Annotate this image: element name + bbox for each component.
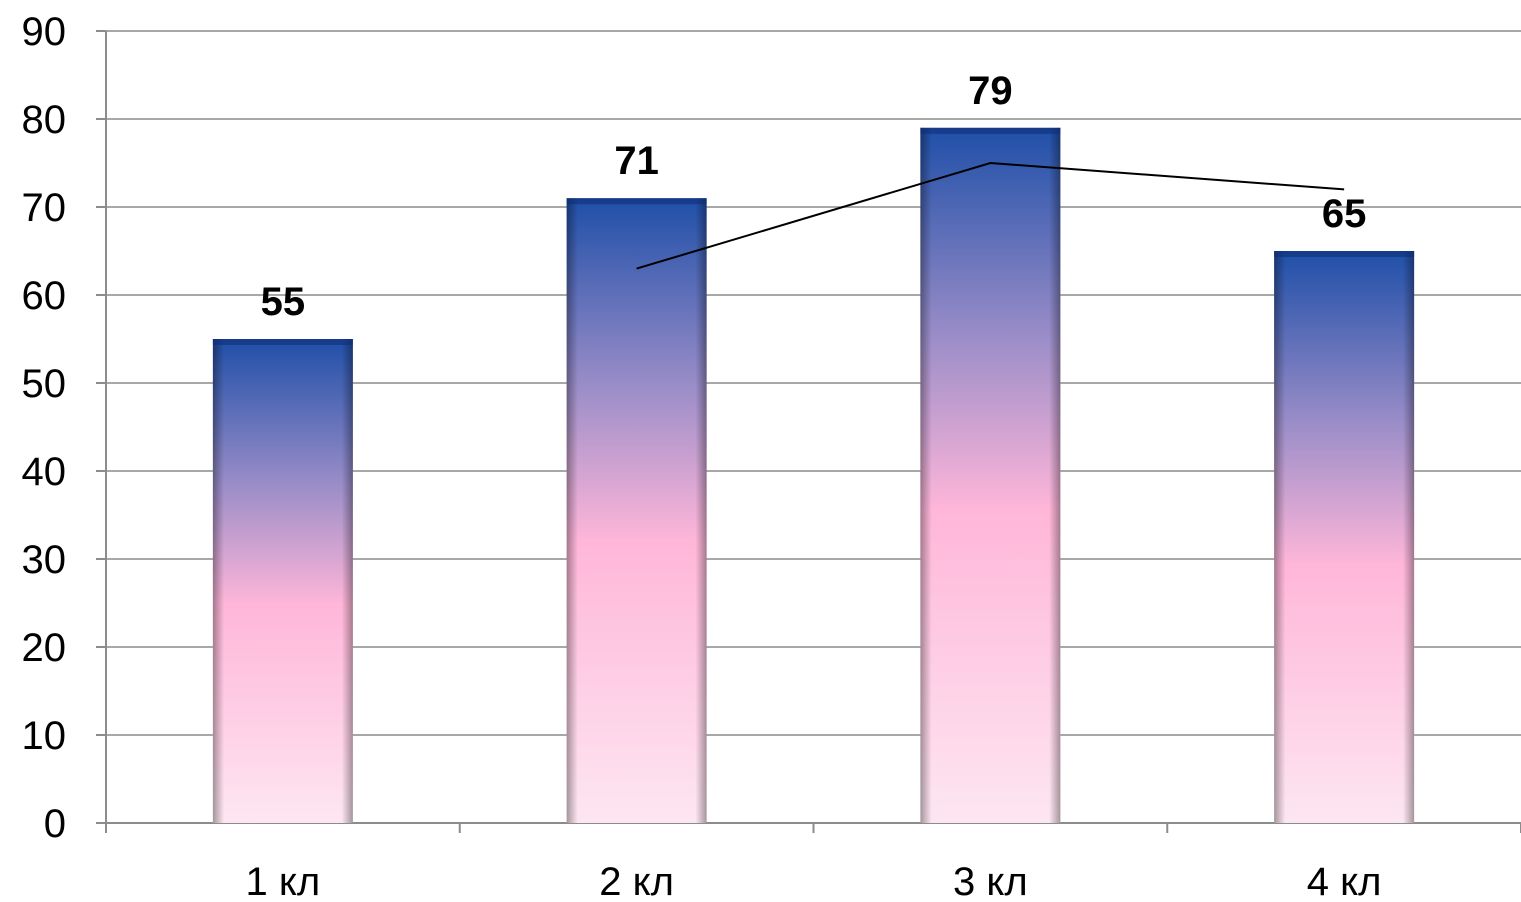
y-tick-label: 0 [44, 802, 66, 846]
y-tick-label: 90 [22, 10, 67, 54]
trendline [636, 161, 1345, 270]
bar-top-edge [920, 127, 1061, 134]
bar-top-edge [566, 198, 707, 205]
data-label: 65 [1322, 192, 1367, 236]
trend-line [636, 161, 1345, 270]
bar-top-edge [1274, 251, 1415, 257]
x-tick-label: 1 кл [246, 860, 321, 902]
data-label: 55 [261, 280, 306, 324]
y-tick-label: 80 [22, 98, 67, 142]
y-tick-label: 30 [22, 538, 67, 582]
data-label: 71 [614, 139, 659, 183]
bar-top-edge [212, 339, 353, 345]
y-tick-label: 60 [22, 274, 67, 318]
data-label: 79 [968, 69, 1013, 113]
labels: 0 10 20 30 40 50 60 70 80 90 55 1 кл 71 2 кл 79 3 кл 65 4… [22, 10, 1382, 902]
x-tick-label: 2 кл [599, 860, 674, 902]
y-tick-label: 40 [22, 450, 67, 494]
bar-bevel [1274, 251, 1415, 823]
bar-bevel [566, 198, 707, 823]
y-tick-label: 70 [22, 186, 67, 230]
bars [212, 127, 1415, 824]
bar-bevel [920, 127, 1061, 824]
y-tick-label: 10 [22, 714, 67, 758]
x-tick-label: 3 кл [953, 860, 1028, 902]
x-tick-label: 4 кл [1307, 860, 1382, 902]
bar-bevel [212, 339, 353, 823]
y-tick-label: 50 [22, 362, 67, 406]
y-tick-label: 20 [22, 626, 67, 670]
